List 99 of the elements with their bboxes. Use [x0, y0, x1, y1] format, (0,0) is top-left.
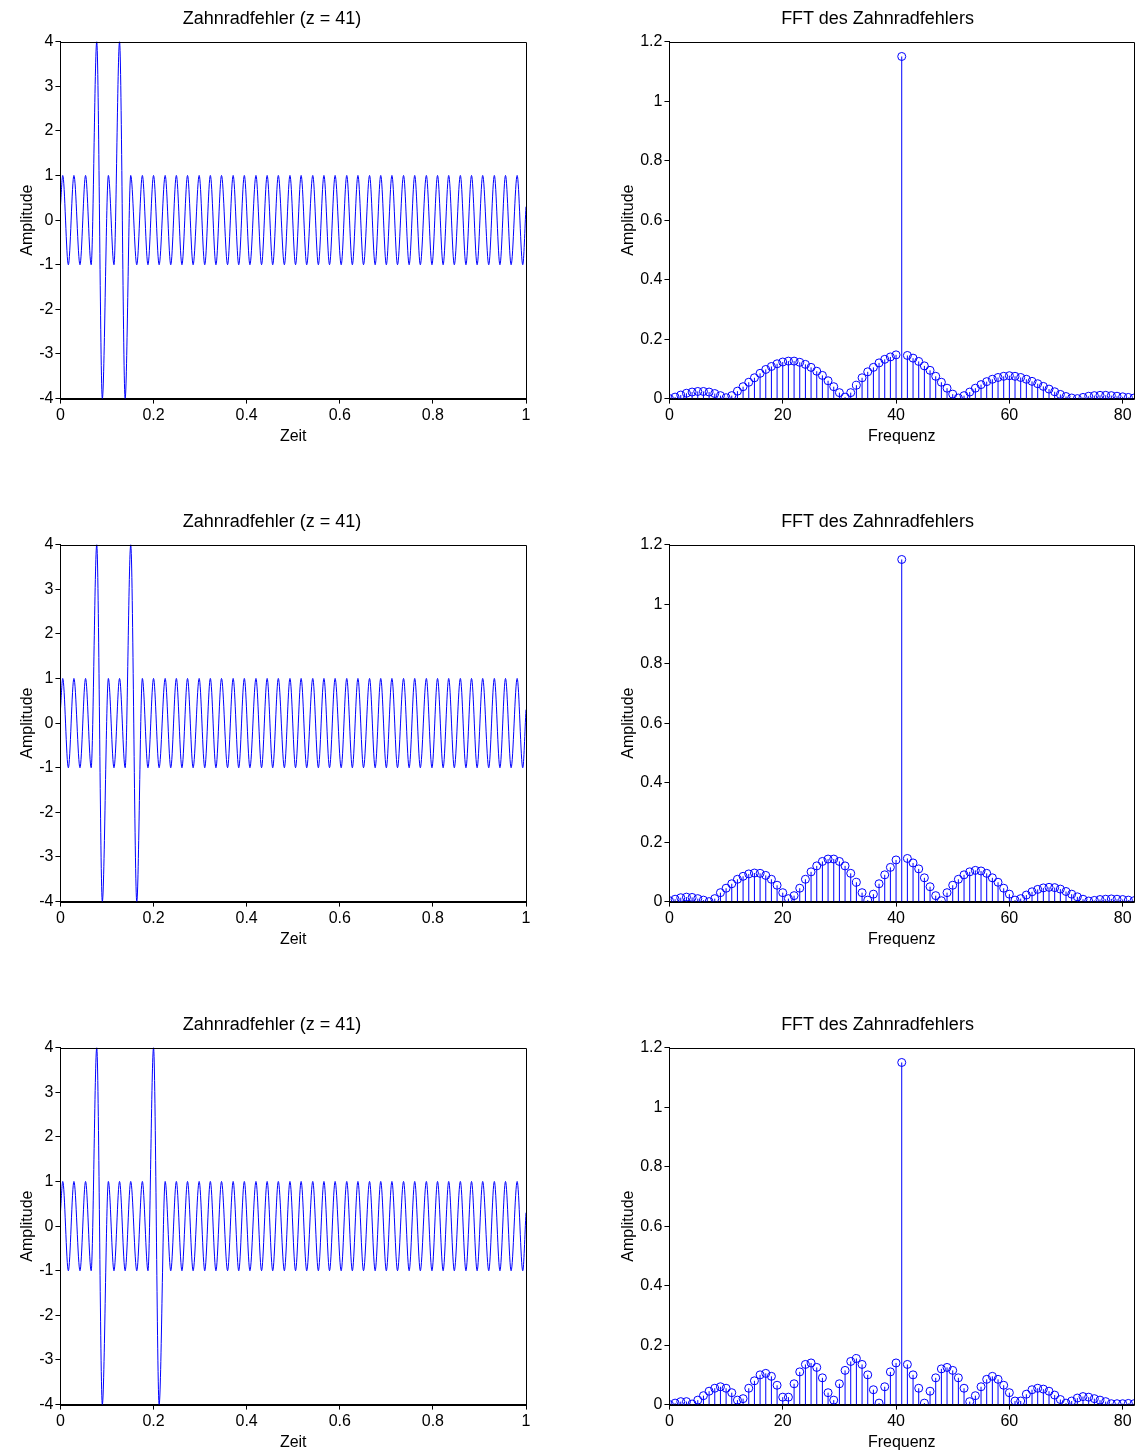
y-tick-label: 4	[44, 1038, 54, 1056]
chart-title: FFT des Zahnradfehlers	[781, 1013, 974, 1034]
y-tick-label: 0.4	[640, 270, 663, 288]
x-tick-label: 20	[773, 405, 792, 423]
y-tick-label: 0.2	[640, 329, 663, 347]
x-tick-label: 0.2	[142, 908, 165, 926]
y-tick-label: 1	[653, 594, 663, 612]
y-tick-label: 0.6	[640, 1216, 663, 1234]
y-tick-label: -2	[39, 802, 54, 820]
y-tick-label: 4	[44, 535, 54, 553]
y-tick-label: 1	[44, 165, 54, 183]
x-tick-label: 0.4	[235, 908, 258, 926]
y-tick-label: -3	[39, 1350, 54, 1368]
chart-title: Zahnradfehler (z = 41)	[182, 510, 362, 531]
x-tick-label: 0	[664, 908, 674, 926]
y-tick-label: 0.8	[640, 654, 663, 672]
y-tick-label: 3	[44, 1082, 54, 1100]
x-tick-label: 0	[55, 1411, 65, 1429]
x-axis-title: Zeit	[279, 929, 308, 947]
y-tick-label: 4	[44, 32, 54, 50]
x-tick-label: 40	[887, 405, 906, 423]
y-tick-label: 2	[44, 121, 54, 139]
chart-title: Zahnradfehler (z = 41)	[182, 7, 362, 28]
y-axis-title: Amplitude	[619, 184, 637, 256]
y-tick-label: 1.2	[640, 1038, 663, 1056]
y-tick-label: 0.8	[640, 1157, 663, 1175]
y-tick-label: 2	[44, 624, 54, 642]
y-tick-label: -1	[39, 255, 54, 273]
x-tick-label: 0.6	[328, 908, 351, 926]
x-tick-label: 40	[887, 908, 906, 926]
y-tick-label: 2	[44, 1127, 54, 1145]
y-axis-title: Amplitude	[619, 687, 637, 759]
x-tick-label: 0.2	[142, 405, 165, 423]
y-tick-label: -4	[39, 1395, 54, 1413]
x-tick-label: 0.2	[142, 1411, 165, 1429]
x-axis-title: Frequenz	[867, 929, 936, 947]
chart-title: FFT des Zahnradfehlers	[781, 510, 974, 531]
x-tick-label: 60	[1000, 908, 1019, 926]
y-tick-label: -1	[39, 1261, 54, 1279]
y-tick-label: 1.2	[640, 535, 663, 553]
y-tick-label: 0	[653, 1395, 663, 1413]
y-axis-title: Amplitude	[619, 1190, 637, 1262]
y-tick-label: 3	[44, 579, 54, 597]
x-tick-label: 0.8	[421, 405, 445, 423]
x-tick-label: 1	[521, 908, 531, 926]
y-tick-label: 0.8	[640, 151, 663, 169]
x-tick-label: 60	[1000, 405, 1019, 423]
x-tick-label: 0.8	[421, 1411, 445, 1429]
x-axis-title: Zeit	[279, 426, 308, 444]
x-axis-title: Frequenz	[867, 426, 936, 444]
x-tick-label: 80	[1113, 405, 1132, 423]
y-tick-label: -2	[39, 299, 54, 317]
x-axis-title: Frequenz	[867, 1432, 936, 1450]
y-tick-label: -4	[39, 389, 54, 407]
y-tick-label: 1	[44, 668, 54, 686]
y-tick-label: 0	[653, 892, 663, 910]
y-axis-title: Amplitude	[18, 184, 36, 256]
x-tick-label: 1	[521, 1411, 531, 1429]
x-tick-label: 0	[664, 405, 674, 423]
y-tick-label: 0.6	[640, 713, 663, 731]
y-tick-label: 1	[653, 91, 663, 109]
x-tick-label: 0.4	[235, 1411, 258, 1429]
y-tick-label: 0	[44, 210, 54, 228]
y-tick-label: 0.2	[640, 832, 663, 850]
y-tick-label: 0.4	[640, 773, 663, 791]
x-tick-label: 20	[773, 1411, 792, 1429]
y-axis-title: Amplitude	[18, 1190, 36, 1262]
y-tick-label: 1.2	[640, 32, 663, 50]
x-tick-label: 0.6	[328, 405, 351, 423]
x-tick-label: 0	[55, 908, 65, 926]
y-tick-label: 1	[44, 1171, 54, 1189]
y-tick-label: -1	[39, 758, 54, 776]
x-tick-label: 1	[521, 405, 531, 423]
x-tick-label: 20	[773, 908, 792, 926]
y-tick-label: 0.6	[640, 210, 663, 228]
y-tick-label: 1	[653, 1097, 663, 1115]
y-tick-label: -3	[39, 847, 54, 865]
y-tick-label: -4	[39, 892, 54, 910]
y-tick-label: 0.4	[640, 1276, 663, 1294]
x-tick-label: 0	[55, 405, 65, 423]
x-tick-label: 80	[1113, 908, 1132, 926]
x-tick-label: 80	[1113, 1411, 1132, 1429]
y-tick-label: -2	[39, 1305, 54, 1323]
x-tick-label: 60	[1000, 1411, 1019, 1429]
y-tick-label: 3	[44, 76, 54, 94]
y-tick-label: 0	[653, 389, 663, 407]
y-tick-label: 0.2	[640, 1335, 663, 1353]
x-tick-label: 0.8	[421, 908, 445, 926]
x-tick-label: 0	[664, 1411, 674, 1429]
y-tick-label: 0	[44, 1216, 54, 1234]
x-tick-label: 0.4	[235, 405, 258, 423]
y-axis-title: Amplitude	[18, 687, 36, 759]
chart-title: Zahnradfehler (z = 41)	[182, 1013, 362, 1034]
chart-title: FFT des Zahnradfehlers	[781, 7, 974, 28]
x-tick-label: 0.6	[328, 1411, 351, 1429]
x-tick-label: 40	[887, 1411, 906, 1429]
y-tick-label: 0	[44, 713, 54, 731]
y-tick-label: -3	[39, 344, 54, 362]
x-axis-title: Zeit	[279, 1432, 308, 1450]
